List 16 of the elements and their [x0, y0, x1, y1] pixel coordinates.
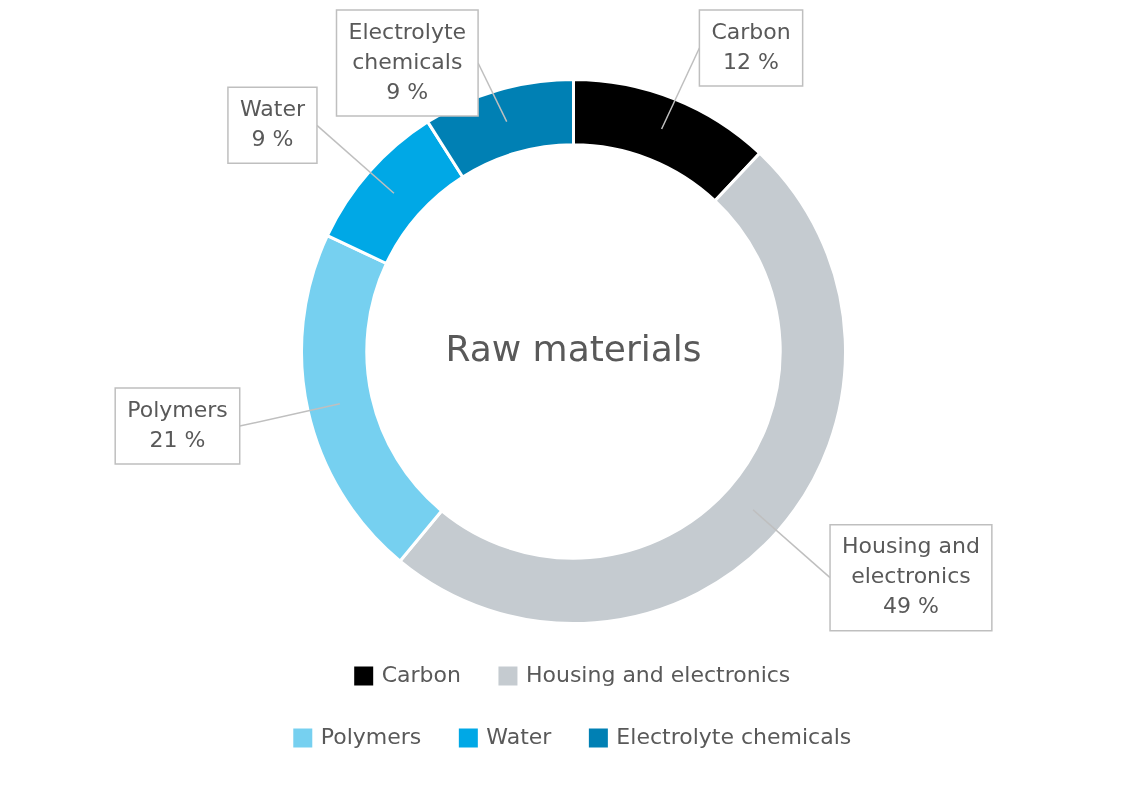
legend-label: Housing and electronics — [525, 661, 791, 687]
slice-label: Housing and electronics — [842, 533, 980, 589]
data-label: 9 % — [386, 78, 429, 104]
slice-label: Carbon — [711, 18, 791, 44]
legend-label: Water — [486, 723, 553, 749]
legend-label: Carbon — [381, 661, 461, 687]
text: Raw materials — [445, 327, 702, 369]
slice-label: Water — [239, 96, 306, 122]
slice-label: Polymers — [127, 396, 228, 422]
data-label: 12 % — [723, 48, 779, 74]
data-label: 49 % — [882, 593, 939, 619]
legend-label: Polymers — [320, 723, 422, 749]
slice-label: Electrolyte chemicals — [348, 18, 467, 74]
data-label: 21 % — [149, 426, 206, 452]
data-label: 9 % — [251, 126, 294, 152]
legend-label: Electrolyte chemicals — [616, 723, 852, 749]
